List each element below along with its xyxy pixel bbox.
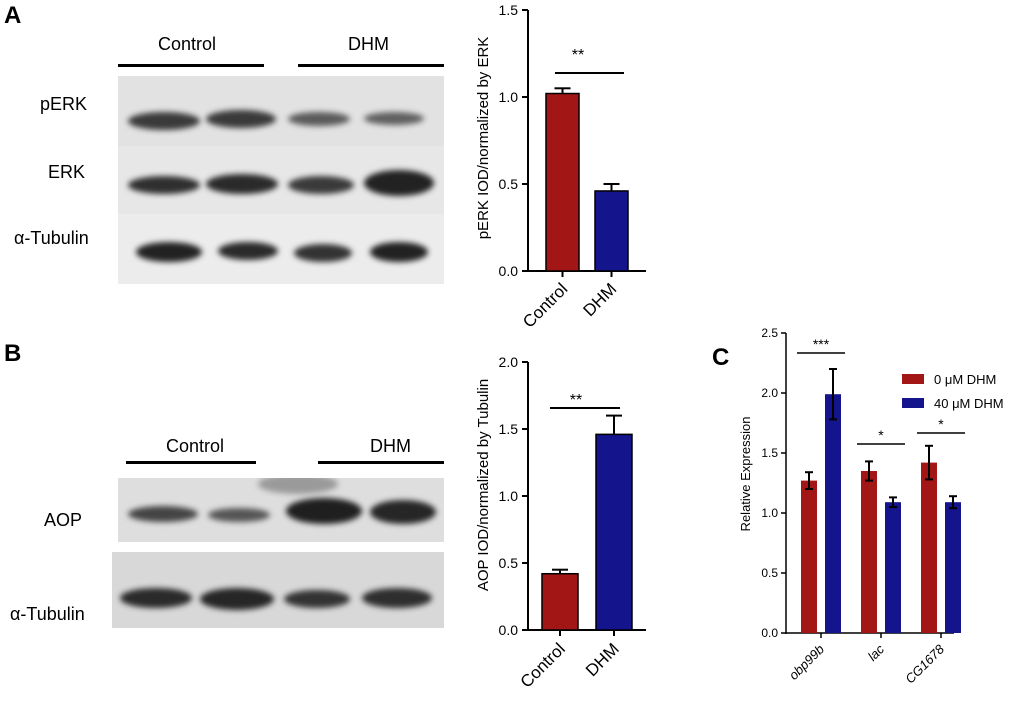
blot-band — [206, 174, 278, 194]
bar — [861, 471, 877, 633]
bar-chart-b: AOP IOD/normalized by Tubulin 0.0 0.5 1.0 1… — [475, 354, 646, 692]
x-tick-label: lac — [865, 641, 888, 664]
y-tick-label: 0.0 — [761, 626, 778, 640]
blot-a-dhm-label: DHM — [348, 34, 389, 54]
bar — [594, 190, 629, 272]
x-tick-label: obp99b — [786, 642, 827, 683]
blot-a-control-label: Control — [158, 34, 217, 54]
y-tick-label: 2.0 — [761, 386, 778, 400]
bar — [945, 502, 961, 633]
blot-band — [136, 242, 202, 262]
y-tick-label: 0.0 — [499, 263, 519, 279]
blot-band — [288, 112, 350, 126]
x-tick-label: Control — [519, 279, 571, 331]
blot-band — [218, 242, 278, 260]
y-tick-label: 0.5 — [499, 555, 519, 571]
y-tick-label: 0.5 — [499, 176, 519, 192]
y-tick-label: 1.5 — [499, 2, 519, 18]
significance-label: * — [878, 427, 884, 443]
significance-label: *** — [813, 336, 830, 352]
bar — [801, 480, 817, 633]
chart-b-significance: ** — [570, 392, 582, 409]
blot-band — [364, 170, 434, 196]
blot-b-dhm-label: DHM — [370, 436, 411, 456]
legend-swatch — [902, 398, 924, 408]
chart-a-significance: ** — [572, 47, 584, 64]
y-tick-label: 2.0 — [499, 354, 519, 370]
y-tick-label: 2.5 — [761, 326, 778, 340]
y-tick-label: 1.0 — [499, 488, 519, 504]
blot-band — [120, 588, 192, 608]
blot-b-control-line — [126, 461, 256, 464]
blot-band — [364, 112, 424, 125]
y-tick-label: 1.0 — [499, 89, 519, 105]
x-tick-label: CG1678 — [902, 641, 947, 686]
blot-band — [362, 588, 432, 608]
bar — [885, 502, 901, 633]
chart-a-ylabel: pERK IOD/normalized by ERK — [475, 37, 492, 240]
blot-band — [370, 242, 428, 262]
blot-band — [258, 478, 338, 494]
blot-b-row-aop-label: AOP — [44, 510, 83, 530]
blot-a-row-tubulin-label: α-Tubulin — [14, 228, 89, 248]
blot-band — [128, 506, 198, 522]
blot-a-row-perk-label: pERK — [40, 94, 88, 114]
blot-a-dhm-line — [298, 64, 444, 67]
blot-a-control-line — [118, 64, 264, 67]
blot-band — [288, 176, 354, 194]
y-tick-label: 0.0 — [499, 622, 519, 638]
blot-b-dhm-line — [318, 461, 444, 464]
x-tick-label: Control — [517, 639, 569, 691]
blot-band — [128, 176, 200, 194]
blot-b-control-label: Control — [166, 436, 225, 456]
western-blot-a — [118, 76, 444, 284]
bar — [545, 92, 580, 272]
blot-a-row-erk-label: ERK — [48, 162, 86, 182]
western-blot-b-tubulin — [112, 552, 444, 628]
blot-band — [200, 588, 274, 610]
y-tick-label: 0.5 — [761, 566, 778, 580]
bar-chart-a: pERK IOD/normalized by ERK 0.00.51.01.5 … — [475, 2, 646, 332]
bar — [825, 394, 841, 633]
western-blot-b-aop — [118, 478, 444, 542]
panel-b-letter: B — [4, 340, 22, 367]
bar — [921, 462, 937, 633]
blot-band — [208, 508, 270, 522]
blot-band — [294, 244, 352, 262]
bar — [595, 433, 633, 631]
panel-a-letter: A — [4, 2, 22, 29]
legend-label: 40 μM DHM — [934, 396, 1004, 411]
x-tick-label: DHM — [580, 279, 621, 320]
blot-band — [286, 498, 362, 524]
panel-c-letter: C — [712, 344, 730, 371]
blot-band — [206, 110, 276, 128]
legend-swatch — [902, 374, 924, 384]
chart-c-ylabel: Relative Expression — [738, 417, 753, 532]
x-tick-label: DHM — [582, 639, 623, 680]
chart-b-ylabel: AOP IOD/normalized by Tubulin — [475, 379, 492, 591]
blot-band — [284, 590, 350, 608]
significance-label: * — [938, 416, 944, 432]
blot-band — [128, 112, 200, 130]
y-tick-label: 1.5 — [761, 446, 778, 460]
bar — [541, 572, 579, 631]
blot-band — [370, 500, 436, 524]
y-tick-label: 1.0 — [761, 506, 778, 520]
blot-b-row-tubulin-label: α-Tubulin — [10, 604, 85, 624]
bar-chart-c: Relative Expression 0.0 0.5 1.0 1.5 2.0 2.5 o… — [738, 326, 1004, 686]
y-tick-label: 1.5 — [499, 421, 519, 437]
legend-label: 0 μM DHM — [934, 372, 996, 387]
